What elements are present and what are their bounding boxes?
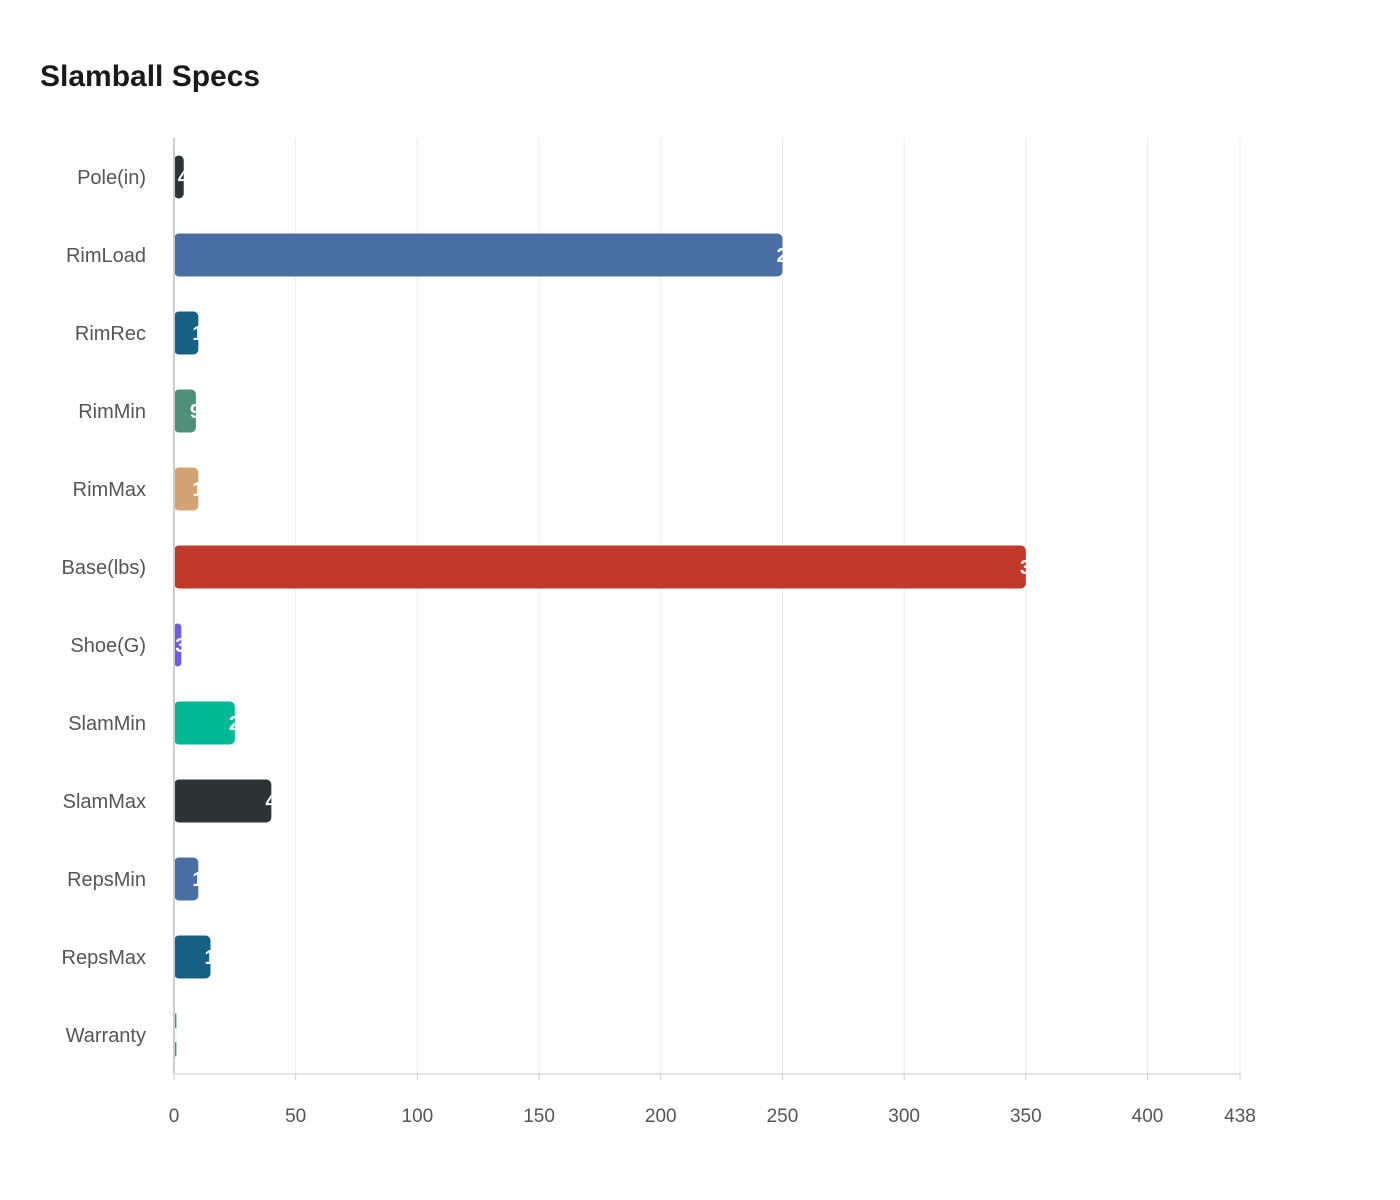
x-tick-label: 400	[1132, 1106, 1164, 1127]
y-tick-label: SlamMin	[68, 713, 146, 735]
y-tick-label: RimMax	[73, 479, 146, 501]
bar	[174, 467, 199, 511]
y-tick-label: Base(lbs)	[62, 557, 146, 579]
bar	[174, 623, 182, 667]
data-label: 3	[175, 635, 186, 657]
x-tick-label: 250	[767, 1106, 799, 1127]
bar	[174, 389, 196, 433]
data-label: 250	[776, 245, 809, 267]
data-label: 10	[192, 869, 214, 891]
x-tick-label: 150	[523, 1106, 555, 1127]
bar	[174, 935, 211, 979]
y-tick-label: RepsMin	[67, 869, 146, 891]
chart-title: Slamball Specs	[40, 60, 261, 93]
y-tick-label: RimMin	[78, 401, 146, 423]
bar	[174, 311, 199, 355]
y-tick-label: Shoe(G)	[70, 635, 146, 657]
y-tick-label: RepsMax	[62, 947, 146, 969]
y-tick-label: RimLoad	[66, 245, 146, 267]
x-tick-label: 350	[1010, 1106, 1042, 1127]
x-tick-label: 100	[402, 1106, 434, 1127]
x-tick-label: 300	[888, 1106, 920, 1127]
x-tick-label: 0	[169, 1106, 180, 1127]
y-tick-label: SlamMax	[63, 791, 146, 813]
y-tick-label: Pole(in)	[77, 167, 146, 189]
data-label: 10	[192, 479, 214, 501]
x-tick-label: 200	[645, 1106, 677, 1127]
bar	[174, 701, 235, 745]
bar	[174, 779, 272, 823]
data-label: 1	[170, 1025, 181, 1047]
bar	[174, 545, 1026, 589]
data-label: 9	[190, 401, 201, 423]
bar	[174, 857, 199, 901]
x-tick-label: 438	[1224, 1106, 1256, 1127]
data-label: 15	[205, 947, 227, 969]
data-label: 40	[265, 791, 287, 813]
data-label: 350	[1020, 557, 1053, 579]
data-label: 25	[229, 713, 251, 735]
x-tick-label: 50	[285, 1106, 306, 1127]
y-tick-label: Warranty	[66, 1025, 146, 1047]
bar	[174, 155, 184, 199]
data-label: 4	[178, 167, 190, 189]
y-tick-label: RimRec	[75, 323, 146, 345]
data-label: 10	[192, 323, 214, 345]
bar	[174, 233, 783, 277]
